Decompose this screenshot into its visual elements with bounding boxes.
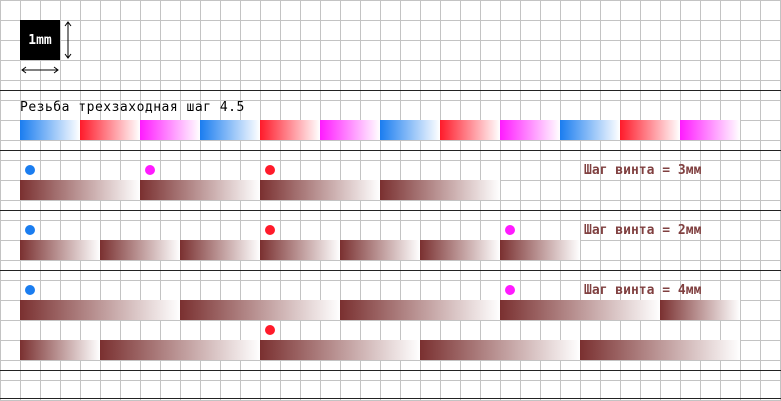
stripe-segment-blue <box>380 120 440 140</box>
thread-bar <box>180 300 340 320</box>
divider-line <box>0 370 781 371</box>
thread-bar <box>100 240 180 260</box>
thread-start-dot-red <box>265 325 275 335</box>
divider-line <box>0 210 781 211</box>
thread-bar <box>420 340 580 360</box>
pitch-label: Шаг винта = 2мм <box>584 223 702 238</box>
scale-label: 1mm <box>28 32 52 48</box>
stripe-segment-blue <box>560 120 620 140</box>
stripe-segment-magenta <box>140 120 200 140</box>
thread-bar <box>580 340 740 360</box>
thread-bar <box>260 180 380 200</box>
thread-bar <box>140 180 260 200</box>
thread-bar <box>180 240 260 260</box>
thread-bar <box>380 180 500 200</box>
thread-title: Резьба трехзаходная шаг 4.5 <box>20 100 245 115</box>
stripe-segment-red <box>620 120 680 140</box>
thread-bar <box>340 300 500 320</box>
stripe-segment-magenta <box>320 120 380 140</box>
thread-start-dot-magenta <box>505 285 515 295</box>
thread-bar <box>20 180 140 200</box>
thread-bar <box>500 240 580 260</box>
thread-bar <box>340 240 420 260</box>
divider-line <box>0 150 781 151</box>
thread-bar <box>260 340 420 360</box>
stripe-segment-blue <box>200 120 260 140</box>
thread-bar <box>420 240 500 260</box>
thread-bar <box>20 240 100 260</box>
thread-bar <box>500 300 660 320</box>
divider-line <box>0 398 781 399</box>
stripe-segment-magenta <box>500 120 560 140</box>
thread-start-dot-red <box>265 225 275 235</box>
stripe-segment-red <box>440 120 500 140</box>
thread-start-dot-magenta <box>145 165 155 175</box>
thread-start-dot-magenta <box>505 225 515 235</box>
divider-line <box>0 270 781 271</box>
thread-start-dot-blue <box>25 165 35 175</box>
thread-bar <box>20 340 100 360</box>
thread-bar <box>20 300 180 320</box>
pitch-label: Шаг винта = 3мм <box>584 163 702 178</box>
thread-start-dot-red <box>265 165 275 175</box>
scale-box: 1mm <box>20 20 60 60</box>
thread-bar <box>660 300 740 320</box>
divider-line <box>0 90 781 91</box>
stripe-segment-blue <box>20 120 80 140</box>
thread-start-dot-blue <box>25 225 35 235</box>
stripe-segment-red <box>80 120 140 140</box>
thread-start-dot-blue <box>25 285 35 295</box>
stripe-segment-red <box>260 120 320 140</box>
thread-bar <box>260 240 340 260</box>
stripe-segment-magenta <box>680 120 740 140</box>
pitch-label: Шаг винта = 4мм <box>584 283 702 298</box>
thread-bar <box>100 340 260 360</box>
